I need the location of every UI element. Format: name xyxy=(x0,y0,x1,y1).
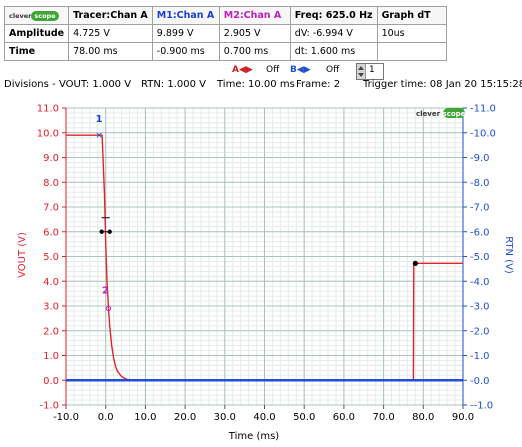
marker-label-1: 1 xyxy=(96,114,103,125)
y-left-tick-label: 4.0 xyxy=(43,277,59,288)
y-right-tick-label: -11.0 xyxy=(470,104,496,115)
b-cursor-icon: B xyxy=(290,65,297,75)
chart-logo-left: clever xyxy=(416,110,441,118)
spinner-arrows-icon[interactable] xyxy=(357,64,366,79)
cell-m1-time: -0.900 ms xyxy=(151,42,220,61)
y-right-tick-label: -0.0 xyxy=(470,376,490,387)
x-tick-label: 70.0 xyxy=(372,412,394,423)
y-left-tick-label: 3.0 xyxy=(43,302,59,313)
y-left-tick-label: 1.0 xyxy=(43,351,59,362)
ab-cursor-controls: A◀▶ Off B◀▶ Off xyxy=(226,64,382,79)
cell-m2-amplitude: 2.905 V xyxy=(218,24,291,43)
y-axis-left-label: VOUT (V) xyxy=(17,232,28,278)
cell-m1-amplitude: 9.899 V xyxy=(151,24,220,43)
b-cursor-state: Off xyxy=(326,65,340,75)
cell-dt: dt: 1.600 ms xyxy=(289,42,378,61)
cell-dv: dV: -6.994 V xyxy=(289,24,378,43)
x-tick-label: -10.0 xyxy=(53,412,79,423)
y-left-tick-label: 11.0 xyxy=(37,104,59,115)
y-right-tick-label: -2.0 xyxy=(470,326,490,337)
row-label-amplitude: Amplitude xyxy=(3,24,70,43)
y-left-tick-label: 8.0 xyxy=(43,178,59,189)
x-tick-label: 10.0 xyxy=(134,412,156,423)
y-left-tick-label: 6.0 xyxy=(43,227,59,238)
tracer-point[interactable] xyxy=(412,260,418,266)
x-tick-label: 60.0 xyxy=(333,412,355,423)
x-tick-label: 20.0 xyxy=(174,412,196,423)
y-left-tick-label: 7.0 xyxy=(43,203,59,214)
a-cursor-arrows-icon: ◀▶ xyxy=(238,65,253,75)
y-right-tick-label: -6.0 xyxy=(470,227,490,238)
chart-logo-pill xyxy=(443,108,465,118)
cell-m2-time: 0.700 ms xyxy=(218,42,291,61)
chart-markers: × 1 2 xyxy=(95,114,418,312)
a-cursor-toggle[interactable]: A◀▶ xyxy=(232,65,253,75)
row-label-time: Time xyxy=(3,42,70,61)
frame-number: Frame: 2 xyxy=(296,79,341,90)
frame-spinner-value: 1 xyxy=(369,65,375,75)
y-right-tick-label: --1.0 xyxy=(470,401,493,412)
chart-logo: clever scope xyxy=(416,108,466,118)
y-right-tick-label: -3.0 xyxy=(470,302,490,313)
cell-empty xyxy=(376,42,447,61)
y-left-tick-label: -1.0 xyxy=(39,401,59,412)
marker-2-circle[interactable] xyxy=(105,305,112,312)
y-right-tick-label: -1.0 xyxy=(470,351,490,362)
frame-spinner[interactable]: 1 xyxy=(356,63,384,80)
cell-tracer-amplitude: 4.725 V xyxy=(68,24,153,43)
a-cursor-icon: A xyxy=(232,65,239,75)
trigger-time: Trigger time: 08 Jan 20 15:15:28 xyxy=(363,79,522,90)
a-cursor-state: Off xyxy=(266,65,280,75)
x-axis-label: Time (ms) xyxy=(228,431,280,442)
y-right-tick-label: -7.0 xyxy=(470,203,490,214)
y-right-tick-label: -10.0 xyxy=(470,128,496,139)
b-cursor-arrows-icon: ◀▶ xyxy=(296,65,311,75)
cell-tracer-time: 78.00 ms xyxy=(68,42,153,61)
cell-graph-dt: 10us xyxy=(376,24,447,43)
marker-1-cross[interactable]: × xyxy=(95,131,103,141)
chart-logo-right: scope xyxy=(443,110,466,118)
divisions-label: Divisions - xyxy=(4,79,56,90)
vout-division: VOUT: 1.000 V xyxy=(59,79,132,90)
x-tick-label: 90.0 xyxy=(452,412,474,423)
header-m1: M1:Chan A xyxy=(151,6,220,25)
header-tracer: Tracer:Chan A xyxy=(68,6,153,25)
chart-axes: -10.0 0.0 10.0 20.0 30.0 40.0 50.0 60.0 70.0 80.0… xyxy=(37,104,496,424)
y-right-tick-label: -5.0 xyxy=(470,252,490,263)
y-right-tick-label: -8.0 xyxy=(470,178,490,189)
y-left-tick-label: 9.0 xyxy=(43,153,59,164)
trigger-dot-left xyxy=(99,229,104,234)
x-tick-label: 30.0 xyxy=(214,412,236,423)
header-m2: M2:Chan A xyxy=(218,6,291,25)
y-axis-right-label: RTN (V) xyxy=(503,236,514,274)
x-tick-label: 40.0 xyxy=(253,412,275,423)
x-tick-label: 0.0 xyxy=(98,412,114,423)
x-tick-label: 50.0 xyxy=(293,412,315,423)
y-right-tick-label: -4.0 xyxy=(470,277,490,288)
rtn-division: RTN: 1.000 V xyxy=(141,79,207,90)
measurement-table: clever scope Tracer:Chan A M1:Chan A M2:C… xyxy=(3,6,447,61)
header-graph-dt: Graph dT xyxy=(376,6,447,25)
trigger-dot-right xyxy=(107,229,112,234)
scope-chart[interactable]: -10.0 0.0 10.0 20.0 30.0 40.0 50.0 60.0 70.0 80.0… xyxy=(0,96,522,447)
y-left-tick-label: 5.0 xyxy=(43,252,59,263)
y-left-tick-label: 10.0 xyxy=(37,128,59,139)
chart-grid xyxy=(65,107,464,406)
time-division: Time: 10.00 ms xyxy=(217,79,295,90)
y-left-tick-label: 2.0 xyxy=(43,326,59,337)
header-freq: Freq: 625.0 Hz xyxy=(289,6,378,25)
cleverscope-logo: clever scope xyxy=(3,6,70,25)
marker-label-2: 2 xyxy=(102,285,109,296)
y-right-tick-label: -9.0 xyxy=(470,153,490,164)
chart-series xyxy=(66,134,463,382)
y-left-tick-label: 0.0 xyxy=(43,376,59,387)
x-tick-label: 80.0 xyxy=(412,412,434,423)
b-cursor-toggle[interactable]: B◀▶ xyxy=(290,65,311,75)
